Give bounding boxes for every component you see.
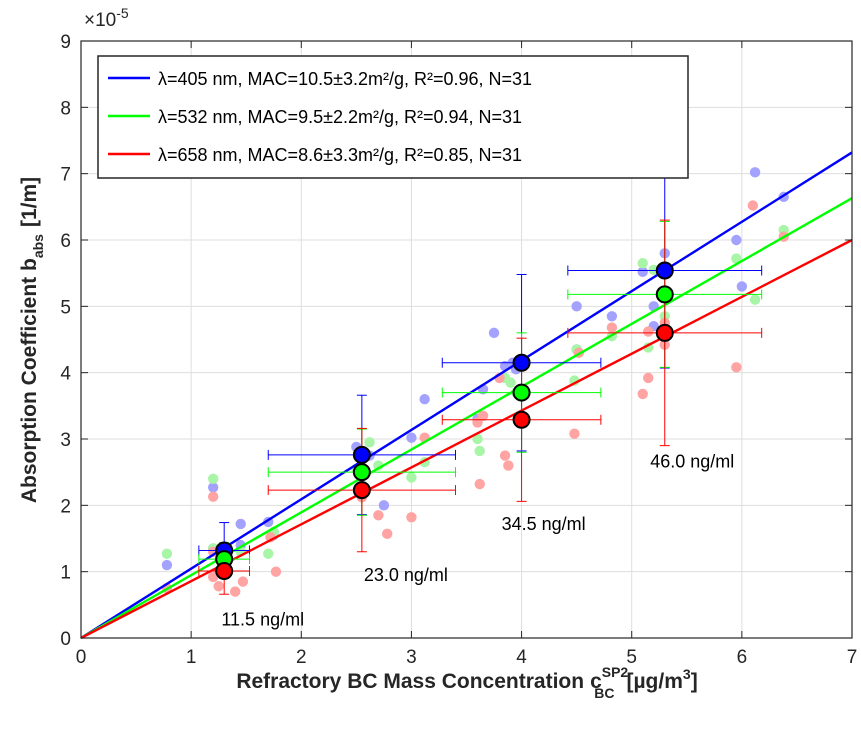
fit-line <box>80 197 853 640</box>
mean-marker <box>352 445 371 464</box>
x-axis-label: Refractory BC Mass Concentration cSP2 BC [µ… <box>236 664 697 701</box>
data-point <box>569 428 580 439</box>
x-tick-label: 5 <box>626 647 637 668</box>
x-tick-label: 0 <box>76 647 87 668</box>
legend-label: λ=405 nm, MAC=10.5±3.2m²/g, R²=0.96, N=3… <box>158 69 532 89</box>
data-point <box>637 388 648 400</box>
data-point <box>749 294 761 305</box>
axes-box <box>80 40 853 639</box>
data-point <box>270 566 282 577</box>
data-point <box>207 482 219 493</box>
fit-line <box>80 238 853 640</box>
data-point <box>207 491 219 502</box>
y-tick-label: 9 <box>60 32 71 53</box>
data-point <box>637 266 648 278</box>
data-point <box>213 581 224 592</box>
data-point <box>606 311 618 322</box>
data-point <box>474 445 485 457</box>
data-point <box>230 586 241 597</box>
data-point <box>747 200 759 211</box>
legend: λ=405 nm, MAC=10.5±3.2m²/g, R²=0.96, N=3… <box>97 55 689 179</box>
y-tick-label: 5 <box>60 297 71 318</box>
y-tick-label: 0 <box>60 629 71 650</box>
y-tick-label: 8 <box>60 98 71 119</box>
y-tick-label: 3 <box>60 430 71 451</box>
data-point <box>637 258 648 269</box>
mean-marker <box>512 410 531 429</box>
mean-marker <box>655 323 674 342</box>
data-point <box>488 327 500 339</box>
data-point <box>364 437 375 448</box>
legend-box <box>97 55 689 179</box>
annotation-label: 46.0 ng/ml <box>650 452 734 472</box>
data-point <box>731 362 742 373</box>
data-point <box>263 548 274 559</box>
data-point <box>499 450 511 461</box>
annotation-label: 34.5 ng/ml <box>502 514 586 534</box>
x-tick-label: 1 <box>186 647 197 668</box>
data-point <box>606 322 618 333</box>
data-point <box>207 571 219 583</box>
mean-marker <box>215 562 234 581</box>
annotations: 11.5 ng/ml 23.0 ng/ml 34.5 ng/ml 46.0 ng/ml <box>221 452 734 630</box>
data-point <box>503 460 514 471</box>
data-point <box>419 394 430 405</box>
data-point <box>237 576 249 587</box>
data-point <box>571 301 582 312</box>
data-point <box>373 510 384 521</box>
data-point <box>477 410 489 421</box>
data-point <box>736 281 748 292</box>
data-point <box>505 377 516 388</box>
y-exponent: ×10-5 <box>84 5 129 31</box>
mean-marker <box>655 285 674 304</box>
data-point <box>406 472 417 483</box>
mean-marker <box>655 261 674 280</box>
x-tick-label: 4 <box>516 647 527 668</box>
data-point <box>406 432 417 443</box>
data-point <box>161 559 173 571</box>
annotation-label: 11.5 ng/ml <box>221 609 304 629</box>
data-point <box>731 234 742 246</box>
x-tick-label: 2 <box>296 647 307 668</box>
mean-marker <box>352 463 371 482</box>
mean-marker <box>512 353 531 372</box>
x-tick-label: 6 <box>737 647 748 668</box>
y-tick-label: 7 <box>60 165 71 186</box>
data-point <box>643 326 654 337</box>
data-point <box>381 528 393 540</box>
y-tick-label: 1 <box>60 563 71 584</box>
mean-marker <box>512 383 531 402</box>
data-point <box>731 253 742 264</box>
x-tick-label: 3 <box>406 647 417 668</box>
data-point <box>749 167 761 178</box>
y-tick-label: 2 <box>60 496 71 517</box>
data-point <box>235 518 246 530</box>
data-point <box>378 500 390 511</box>
ticks: 0 1 2 3 4 5 6 7 0 1 2 3 4 5 6 7 8 9 <box>60 32 857 668</box>
data-point <box>643 372 654 384</box>
y-axis-label: Absorption Coefficient babs[1/m] <box>18 177 46 503</box>
legend-label: λ=532 nm, MAC=9.5±2.2m²/g, R²=0.94, N=31 <box>158 107 522 127</box>
mean-markers <box>215 261 674 581</box>
legend-label: λ=658 nm, MAC=8.6±3.3m²/g, R²=0.85, N=31 <box>158 145 522 165</box>
fit-line <box>80 151 853 640</box>
data-point <box>474 478 485 490</box>
annotation-label: 23.0 ng/ml <box>364 565 448 585</box>
data-point <box>406 512 417 523</box>
y-tick-label: 4 <box>60 364 71 385</box>
y-tick-label: 6 <box>60 231 71 252</box>
data-point <box>472 433 483 445</box>
data-point <box>161 548 173 559</box>
data-point <box>207 473 219 484</box>
x-tick-label: 7 <box>847 647 858 668</box>
mean-marker <box>352 481 371 500</box>
fit-lines <box>80 151 853 640</box>
